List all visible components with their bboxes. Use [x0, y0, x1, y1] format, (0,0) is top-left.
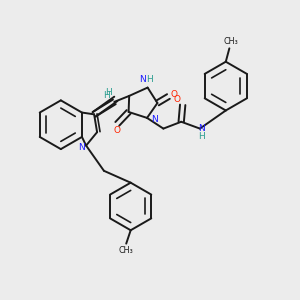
Text: H: H — [146, 75, 152, 84]
Text: O: O — [170, 90, 177, 99]
Text: CH₃: CH₃ — [224, 37, 238, 46]
Text: N: N — [198, 124, 205, 133]
Text: O: O — [174, 95, 181, 104]
Text: H: H — [105, 88, 112, 97]
Text: N: N — [78, 142, 85, 152]
Text: N: N — [151, 115, 158, 124]
Text: H: H — [198, 131, 205, 140]
Text: CH₃: CH₃ — [119, 246, 134, 255]
Text: O: O — [113, 126, 120, 135]
Text: H: H — [103, 91, 110, 100]
Text: N: N — [139, 75, 146, 84]
